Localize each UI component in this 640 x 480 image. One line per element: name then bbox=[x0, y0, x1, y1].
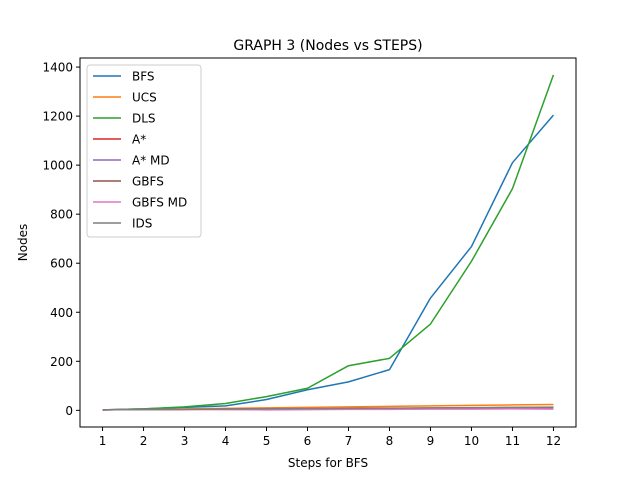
legend-label-ids: IDS bbox=[132, 217, 152, 231]
chart-title: GRAPH 3 (Nodes vs STEPS) bbox=[233, 38, 422, 54]
series-line-ids bbox=[102, 406, 554, 411]
x-tick-label: 12 bbox=[546, 434, 561, 448]
y-tick-label: 1000 bbox=[42, 159, 73, 173]
series-layer bbox=[102, 74, 555, 411]
x-tick-label: 7 bbox=[345, 434, 353, 448]
legend: BFS UCS DLS A* A* MD GBFS GBFS MD IDS bbox=[86, 64, 202, 238]
legend-label-gbfs-md: GBFS MD bbox=[132, 196, 187, 210]
x-tick-label: 4 bbox=[222, 434, 230, 448]
y-tick-label: 400 bbox=[50, 306, 73, 320]
x-axis-label: Steps for BFS bbox=[288, 456, 368, 470]
x-tick-label: 1 bbox=[99, 434, 107, 448]
y-tick-label: 1400 bbox=[42, 61, 73, 75]
x-tick-label: 2 bbox=[140, 434, 148, 448]
x-tick-label: 6 bbox=[304, 434, 312, 448]
y-axis-ticks: 0 200 400 600 800 1000 1200 1400 bbox=[42, 61, 80, 418]
legend-label-ucs: UCS bbox=[132, 91, 157, 105]
legend-frame bbox=[86, 64, 202, 238]
x-tick-label: 5 bbox=[263, 434, 271, 448]
legend-label-a-star-md: A* MD bbox=[132, 154, 170, 168]
x-tick-label: 9 bbox=[427, 434, 435, 448]
y-tick-label: 600 bbox=[50, 257, 73, 271]
y-tick-label: 200 bbox=[50, 355, 73, 369]
y-tick-label: 0 bbox=[65, 404, 73, 418]
series-line-dls bbox=[102, 74, 555, 411]
x-tick-label: 8 bbox=[386, 434, 394, 448]
x-tick-label: 11 bbox=[505, 434, 520, 448]
plot-frame bbox=[79, 57, 577, 428]
legend-label-dls: DLS bbox=[132, 112, 156, 126]
y-tick-label: 800 bbox=[50, 208, 73, 222]
x-axis-ticks: 1 2 3 4 5 6 7 8 9 10 11 12 bbox=[99, 427, 561, 448]
legend-label-a-star: A* bbox=[132, 133, 146, 147]
x-tick-label: 10 bbox=[464, 434, 479, 448]
y-axis-label: Nodes bbox=[16, 224, 30, 262]
legend-label-bfs: BFS bbox=[132, 70, 155, 84]
x-tick-label: 3 bbox=[181, 434, 189, 448]
legend-label-gbfs: GBFS bbox=[132, 175, 164, 189]
y-tick-label: 1200 bbox=[42, 110, 73, 124]
